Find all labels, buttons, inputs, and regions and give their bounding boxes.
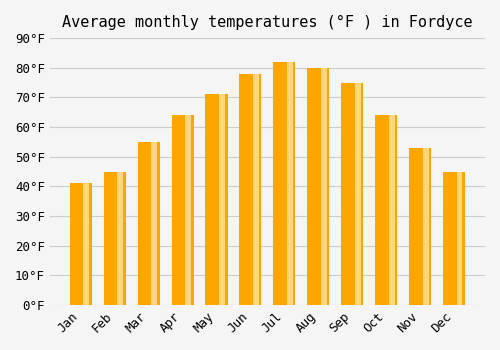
Bar	[287, 62, 292, 305]
Bar	[70, 183, 92, 305]
Bar	[375, 115, 398, 305]
Bar	[220, 94, 225, 305]
Bar	[104, 172, 126, 305]
Bar	[253, 74, 258, 305]
Bar	[152, 142, 157, 305]
Bar	[118, 172, 123, 305]
Title: Average monthly temperatures (°F ) in Fordyce: Average monthly temperatures (°F ) in Fo…	[62, 15, 472, 30]
Bar	[443, 172, 465, 305]
Bar	[423, 148, 428, 305]
Bar	[389, 115, 394, 305]
Bar	[457, 172, 462, 305]
Bar	[308, 68, 330, 305]
Bar	[206, 94, 228, 305]
Bar	[138, 142, 160, 305]
Bar	[321, 68, 326, 305]
Bar	[240, 74, 262, 305]
Bar	[342, 83, 363, 305]
Bar	[186, 115, 191, 305]
Bar	[409, 148, 432, 305]
Bar	[274, 62, 295, 305]
Bar	[84, 183, 89, 305]
Bar	[355, 83, 360, 305]
Bar	[172, 115, 194, 305]
